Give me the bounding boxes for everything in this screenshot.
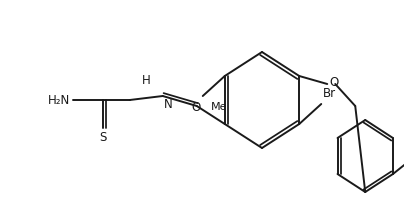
Text: N: N bbox=[164, 99, 173, 112]
Text: S: S bbox=[99, 131, 106, 144]
Text: H₂N: H₂N bbox=[48, 93, 70, 107]
Text: O: O bbox=[329, 76, 339, 89]
Text: Me: Me bbox=[211, 102, 227, 112]
Text: H: H bbox=[142, 74, 151, 87]
Text: Br: Br bbox=[323, 87, 337, 100]
Text: O: O bbox=[191, 101, 201, 114]
